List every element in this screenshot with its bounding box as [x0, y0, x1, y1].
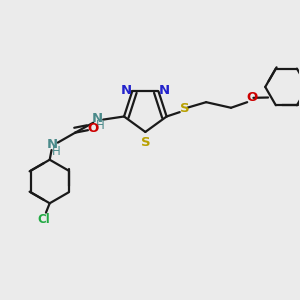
Text: S: S: [140, 136, 150, 149]
Text: O: O: [247, 91, 258, 104]
Text: H: H: [52, 146, 60, 158]
Text: O: O: [87, 122, 99, 135]
Text: H: H: [96, 119, 105, 132]
Text: N: N: [121, 84, 132, 97]
Text: Cl: Cl: [38, 213, 50, 226]
Text: N: N: [47, 138, 58, 151]
Text: S: S: [181, 102, 190, 115]
Text: N: N: [158, 84, 170, 97]
Text: N: N: [92, 112, 103, 124]
